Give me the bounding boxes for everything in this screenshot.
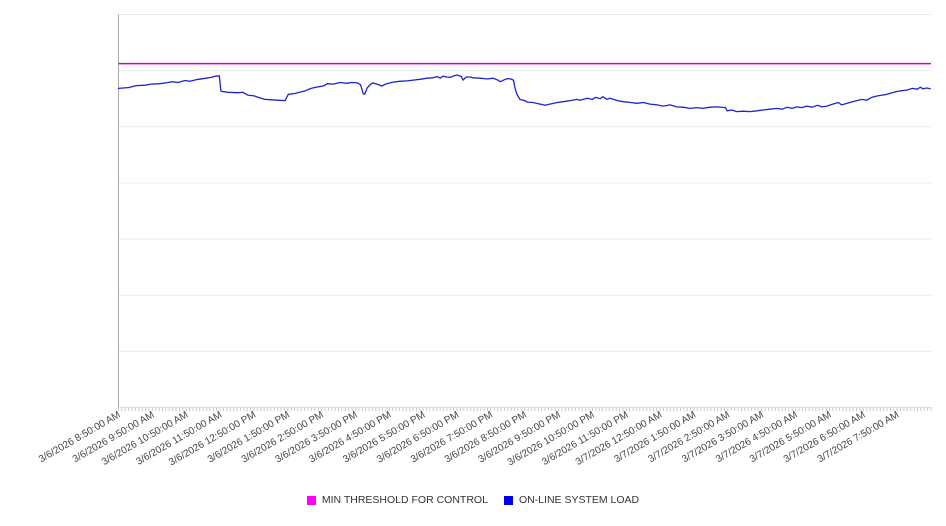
chart-legend: MIN THRESHOLD FOR CONTROL ON-LINE SYSTEM… [0, 494, 946, 506]
legend-item-min-threshold[interactable]: MIN THRESHOLD FOR CONTROL [306, 494, 488, 506]
system-load-line [117, 74, 931, 113]
legend-label-system-load: ON-LINE SYSTEM LOAD [518, 494, 640, 506]
legend-label-min-threshold: MIN THRESHOLD FOR CONTROL [321, 494, 488, 506]
legend-item-system-load[interactable]: ON-LINE SYSTEM LOAD [503, 494, 640, 506]
legend-swatch-min-threshold [306, 495, 316, 505]
legend-swatch-system-load [503, 495, 513, 505]
line-chart-canvas: 3/6/2026 8:50:00 AM3/6/2026 9:50:00 AM3/… [37, 14, 932, 468]
